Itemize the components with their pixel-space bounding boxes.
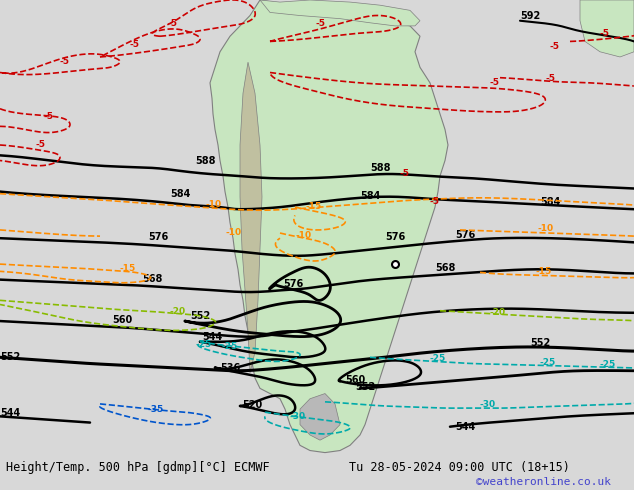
Text: 576: 576 (455, 230, 476, 240)
Polygon shape (260, 0, 420, 26)
Text: -25: -25 (600, 360, 616, 368)
Text: 552: 552 (355, 383, 375, 392)
Text: -25: -25 (430, 354, 446, 364)
Text: 576: 576 (385, 232, 405, 242)
Text: -10: -10 (538, 224, 554, 233)
Text: -5: -5 (400, 169, 410, 178)
Text: -30: -30 (290, 413, 306, 421)
Text: 588: 588 (370, 163, 391, 173)
Text: -5: -5 (550, 42, 560, 50)
Text: -10: -10 (295, 231, 311, 240)
Text: -5: -5 (168, 19, 178, 28)
Text: 568: 568 (142, 274, 162, 284)
Text: 560: 560 (345, 375, 365, 385)
Text: -25: -25 (222, 342, 238, 351)
Text: 552: 552 (0, 352, 20, 363)
Text: ©weatheronline.co.uk: ©weatheronline.co.uk (476, 477, 611, 487)
Text: 588: 588 (195, 156, 216, 166)
Text: -10: -10 (225, 228, 241, 237)
Text: -10: -10 (205, 200, 221, 209)
Text: 592: 592 (520, 11, 540, 21)
Polygon shape (210, 0, 448, 453)
Text: 552: 552 (530, 338, 550, 348)
Text: 536: 536 (220, 363, 240, 373)
Text: 576: 576 (148, 232, 168, 242)
Text: 544: 544 (202, 332, 223, 342)
Text: 584: 584 (540, 197, 560, 207)
Text: 552: 552 (190, 311, 210, 321)
Text: -5: -5 (44, 112, 54, 121)
Text: -5: -5 (35, 140, 45, 149)
Text: -5: -5 (490, 78, 500, 87)
Text: 544: 544 (455, 422, 476, 432)
Text: -5: -5 (130, 40, 140, 49)
Text: Tu 28-05-2024 09:00 UTC (18+15): Tu 28-05-2024 09:00 UTC (18+15) (349, 461, 569, 474)
Text: -20: -20 (170, 307, 186, 316)
Text: -25: -25 (540, 358, 556, 367)
Polygon shape (240, 62, 262, 373)
Text: Height/Temp. 500 hPa [gdmp][°C] ECMWF: Height/Temp. 500 hPa [gdmp][°C] ECMWF (6, 461, 270, 474)
Text: -5: -5 (600, 29, 610, 38)
Text: 520: 520 (242, 400, 262, 410)
Text: 544: 544 (0, 408, 20, 418)
Text: 584: 584 (170, 189, 190, 199)
Text: -15: -15 (535, 268, 551, 276)
Text: 584: 584 (360, 191, 380, 201)
Text: -5: -5 (60, 57, 70, 66)
Text: -25: -25 (195, 340, 211, 349)
Text: -15: -15 (305, 202, 321, 211)
Text: -5: -5 (315, 19, 325, 28)
Text: -20: -20 (490, 308, 506, 317)
Polygon shape (580, 0, 634, 57)
Polygon shape (300, 393, 340, 440)
Text: -15: -15 (120, 264, 136, 273)
Text: 560: 560 (112, 315, 133, 325)
Text: -35: -35 (148, 405, 164, 414)
Text: -30: -30 (480, 400, 496, 409)
Text: 568: 568 (435, 263, 455, 273)
Text: 576: 576 (283, 279, 303, 289)
Text: -5: -5 (430, 197, 440, 206)
Text: -5: -5 (545, 74, 555, 83)
